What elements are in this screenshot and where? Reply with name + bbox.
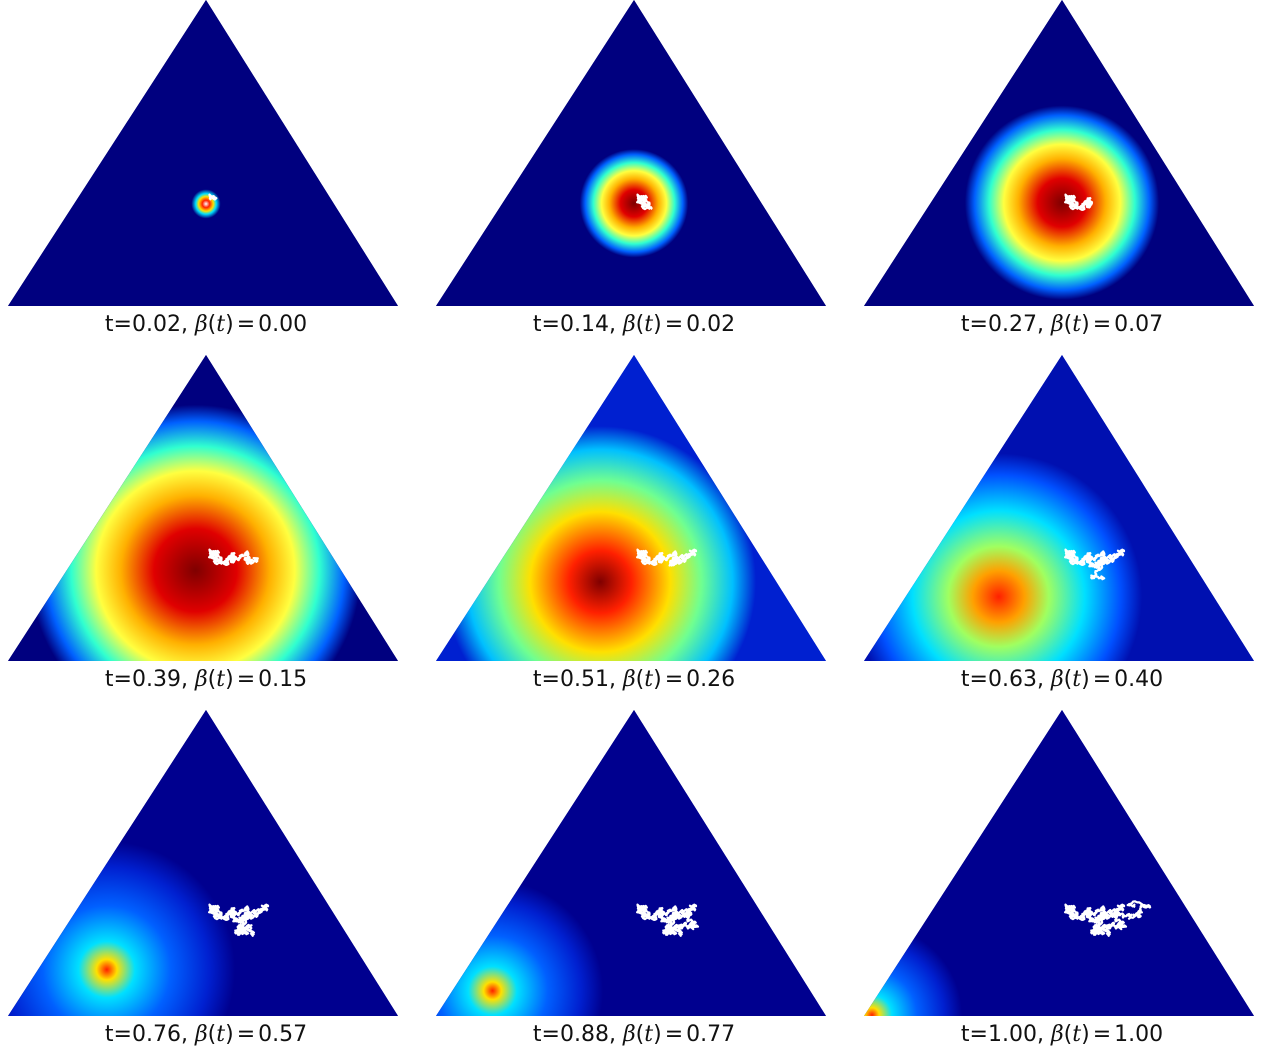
simplex-panel: t=0.76, β(t) = 0.57 <box>6 710 406 1060</box>
caption-separator: , <box>180 312 195 337</box>
beta-value: 0.57 <box>258 1022 308 1047</box>
beta-value: 0.15 <box>258 667 308 692</box>
simplex-heatmap <box>864 710 1254 1016</box>
trajectory-path <box>1064 548 1126 581</box>
beta-value: 0.26 <box>686 667 736 692</box>
caption-separator: , <box>1036 667 1051 692</box>
trajectory-path <box>208 903 270 937</box>
beta-value: 0.77 <box>686 1022 736 1047</box>
time-label: t=0.27 <box>960 312 1037 337</box>
time-label: t=0.51 <box>532 667 609 692</box>
panel-caption: t=0.51, β(t) = 0.26 <box>434 667 834 692</box>
beta-symbol: β <box>622 667 636 692</box>
simplex-heatmap <box>436 710 826 1016</box>
beta-argument: (t) <box>635 667 662 692</box>
caption-separator: , <box>180 667 195 692</box>
equals-sign: = <box>1092 312 1112 337</box>
beta-symbol: β <box>1050 1022 1064 1047</box>
beta-argument: (t) <box>1063 1022 1090 1047</box>
time-label: t=0.14 <box>532 312 609 337</box>
panel-caption: t=0.02, β(t) = 0.00 <box>6 312 406 337</box>
trajectory-path <box>636 193 653 211</box>
equals-sign: = <box>236 667 256 692</box>
beta-symbol: β <box>622 1022 636 1047</box>
simplex-heatmap <box>864 0 1254 306</box>
beta-argument: (t) <box>635 1022 662 1047</box>
equals-sign: = <box>664 667 684 692</box>
simplex-panel: t=0.14, β(t) = 0.02 <box>434 0 834 350</box>
beta-argument: (t) <box>1063 312 1090 337</box>
simplex-panel: t=0.27, β(t) = 0.07 <box>862 0 1262 350</box>
equals-sign: = <box>1092 1022 1112 1047</box>
time-label: t=0.39 <box>104 667 181 692</box>
panel-caption: t=1.00, β(t) = 1.00 <box>862 1022 1262 1047</box>
caption-separator: , <box>608 1022 623 1047</box>
caption-separator: , <box>608 312 623 337</box>
panel-caption: t=0.27, β(t) = 0.07 <box>862 312 1262 337</box>
beta-symbol: β <box>622 312 636 337</box>
panel-caption: t=0.39, β(t) = 0.15 <box>6 667 406 692</box>
beta-argument: (t) <box>635 312 662 337</box>
time-label: t=1.00 <box>960 1022 1037 1047</box>
trajectory-path <box>636 548 698 567</box>
equals-sign: = <box>236 312 256 337</box>
beta-argument: (t) <box>207 1022 234 1047</box>
beta-symbol: β <box>1050 312 1064 337</box>
simplex-panel: t=1.00, β(t) = 1.00 <box>862 710 1262 1060</box>
beta-argument: (t) <box>207 667 234 692</box>
trajectory-path <box>208 548 259 566</box>
trajectory-path <box>636 903 700 937</box>
beta-argument: (t) <box>1063 667 1090 692</box>
beta-value: 0.07 <box>1114 312 1164 337</box>
caption-separator: , <box>1036 1022 1051 1047</box>
simplex-panel: t=0.02, β(t) = 0.00 <box>6 0 406 350</box>
trajectory-path <box>208 193 218 201</box>
panel-caption: t=0.88, β(t) = 0.77 <box>434 1022 834 1047</box>
simplex-panel: t=0.88, β(t) = 0.77 <box>434 710 834 1060</box>
equals-sign: = <box>236 1022 256 1047</box>
simplex-heatmap <box>8 355 398 661</box>
simplex-heatmap <box>436 355 826 661</box>
simplex-heatmap <box>8 710 398 1016</box>
equals-sign: = <box>664 312 684 337</box>
beta-symbol: β <box>194 1022 208 1047</box>
panel-caption: t=0.76, β(t) = 0.57 <box>6 1022 406 1047</box>
equals-sign: = <box>1092 667 1112 692</box>
simplex-panel: t=0.63, β(t) = 0.40 <box>862 355 1262 705</box>
beta-value: 0.00 <box>258 312 308 337</box>
panel-caption: t=0.63, β(t) = 0.40 <box>862 667 1262 692</box>
time-label: t=0.02 <box>104 312 181 337</box>
simplex-heatmap <box>864 355 1254 661</box>
simplex-panel: t=0.39, β(t) = 0.15 <box>6 355 406 705</box>
beta-symbol: β <box>194 312 208 337</box>
panel-caption: t=0.14, β(t) = 0.02 <box>434 312 834 337</box>
time-label: t=0.76 <box>104 1022 181 1047</box>
simplex-panel: t=0.51, β(t) = 0.26 <box>434 355 834 705</box>
beta-value: 0.40 <box>1114 667 1164 692</box>
trajectory-path <box>1064 900 1152 937</box>
time-label: t=0.63 <box>960 667 1037 692</box>
caption-separator: , <box>180 1022 195 1047</box>
caption-separator: , <box>1036 312 1051 337</box>
simplex-heatmap <box>8 0 398 306</box>
beta-value: 1.00 <box>1114 1022 1164 1047</box>
simplex-heatmap <box>436 0 826 306</box>
beta-argument: (t) <box>207 312 234 337</box>
beta-symbol: β <box>1050 667 1064 692</box>
caption-separator: , <box>608 667 623 692</box>
trajectory-path <box>1064 193 1094 211</box>
time-label: t=0.88 <box>532 1022 609 1047</box>
beta-symbol: β <box>194 667 208 692</box>
equals-sign: = <box>664 1022 684 1047</box>
beta-value: 0.02 <box>686 312 736 337</box>
